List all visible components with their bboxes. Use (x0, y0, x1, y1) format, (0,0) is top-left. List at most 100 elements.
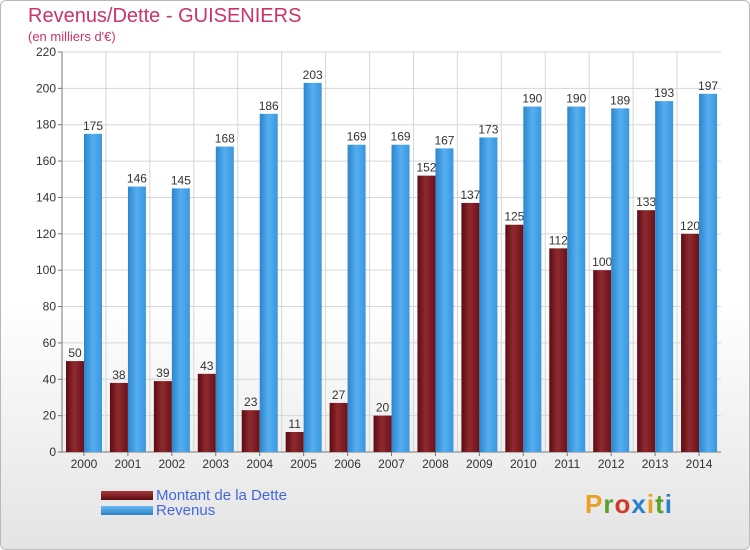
bar-dette (549, 248, 568, 452)
bar-revenus (567, 106, 586, 452)
y-tick-label: 120 (36, 227, 56, 241)
x-tick-label: 2001 (115, 457, 142, 471)
data-label-dette: 137 (460, 188, 480, 202)
x-tick-label: 2003 (202, 457, 229, 471)
data-label-dette: 100 (592, 255, 612, 269)
data-label-revenus: 203 (303, 68, 323, 82)
logo-letter: i (646, 489, 656, 519)
logo-letter: x (631, 489, 647, 519)
proxiti-logo: Proxiti (585, 489, 673, 520)
data-label-revenus: 167 (434, 133, 454, 147)
legend-item-dette: Montant de la Dette (101, 488, 287, 503)
y-tick-label: 80 (43, 300, 57, 314)
bar-revenus (215, 146, 234, 452)
data-label-dette: 152 (416, 161, 436, 175)
logo-letter: P (585, 489, 604, 519)
x-tick-label: 2014 (686, 457, 713, 471)
bar-dette (637, 210, 656, 452)
y-tick-label: 0 (49, 445, 56, 459)
bar-dette (66, 361, 84, 452)
data-label-dette: 112 (549, 233, 568, 247)
x-tick-label: 2000 (71, 457, 98, 471)
data-label-revenus: 190 (566, 92, 586, 106)
data-label-revenus: 189 (610, 93, 630, 107)
bar-revenus (259, 113, 278, 453)
data-label-dette: 43 (200, 359, 214, 373)
data-label-dette: 50 (68, 346, 82, 360)
y-tick-label: 180 (36, 118, 56, 132)
y-tick-label: 40 (43, 372, 57, 386)
bar-revenus (127, 186, 146, 452)
bar-dette (197, 373, 216, 452)
bar-dette (109, 382, 128, 452)
bar-revenus (523, 106, 542, 452)
data-label-dette: 133 (636, 195, 656, 209)
data-label-revenus: 145 (171, 173, 191, 187)
y-tick-label: 140 (36, 190, 56, 204)
bar-revenus (347, 144, 366, 452)
data-label-revenus: 193 (654, 86, 674, 100)
x-tick-label: 2005 (290, 457, 317, 471)
bar-revenus (699, 93, 718, 453)
bar-dette (153, 381, 172, 452)
bar-revenus (303, 82, 322, 452)
x-tick-label: 2002 (158, 457, 185, 471)
logo-letter: i (664, 489, 673, 519)
bar-revenus (655, 101, 674, 452)
data-label-revenus: 186 (259, 99, 279, 113)
bar-revenus (171, 188, 190, 452)
data-label-dette: 125 (504, 210, 524, 224)
data-label-dette: 38 (112, 368, 126, 382)
data-label-revenus: 169 (347, 130, 367, 144)
bar-dette (505, 224, 524, 452)
data-label-dette: 23 (244, 395, 258, 409)
legend-label-revenus: Revenus (156, 502, 216, 519)
x-tick-label: 2010 (510, 457, 537, 471)
logo-letter: o (614, 489, 632, 519)
data-label-revenus: 146 (127, 172, 147, 186)
bar-dette (373, 415, 392, 452)
bar-revenus (611, 108, 630, 452)
chart-legend: Montant de la Dette Revenus (101, 488, 287, 518)
legend-swatch-revenus (101, 506, 153, 515)
logo-letter: r (603, 489, 615, 519)
bar-dette (417, 175, 436, 453)
legend-item-revenus: Revenus (101, 503, 287, 518)
chart-title: Revenus/Dette - GUISENIERS (28, 5, 302, 27)
logo-letter: t (655, 489, 665, 519)
y-tick-label: 100 (36, 263, 56, 277)
data-label-dette: 11 (288, 417, 301, 431)
y-tick-label: 200 (36, 81, 56, 95)
legend-label-dette: Montant de la Dette (156, 487, 287, 504)
x-tick-label: 2013 (642, 457, 669, 471)
bar-dette (461, 202, 480, 452)
x-tick-label: 2011 (554, 457, 580, 471)
legend-swatch-dette (101, 491, 153, 500)
data-label-dette: 27 (332, 388, 346, 402)
y-tick-label: 60 (43, 336, 57, 350)
bar-revenus (435, 148, 454, 452)
y-tick-label: 220 (36, 45, 56, 59)
bar-dette (285, 432, 304, 452)
x-tick-label: 2007 (378, 457, 405, 471)
data-label-revenus: 197 (698, 79, 718, 93)
bar-revenus (391, 144, 410, 452)
x-tick-label: 2008 (422, 457, 449, 471)
bar-dette (329, 402, 348, 452)
y-tick-label: 20 (43, 409, 57, 423)
x-tick-label: 2006 (334, 457, 361, 471)
x-tick-label: 2004 (246, 457, 273, 471)
data-label-dette: 39 (156, 366, 170, 380)
data-label-revenus: 168 (215, 132, 235, 146)
bar-revenus (84, 133, 102, 452)
data-label-revenus: 175 (83, 119, 103, 133)
bar-dette (681, 233, 700, 452)
data-label-dette: 120 (680, 219, 700, 233)
data-label-revenus: 169 (391, 130, 411, 144)
data-label-revenus: 190 (522, 92, 542, 106)
bar-dette (241, 410, 260, 452)
y-tick-label: 160 (36, 154, 56, 168)
x-tick-label: 2009 (466, 457, 493, 471)
